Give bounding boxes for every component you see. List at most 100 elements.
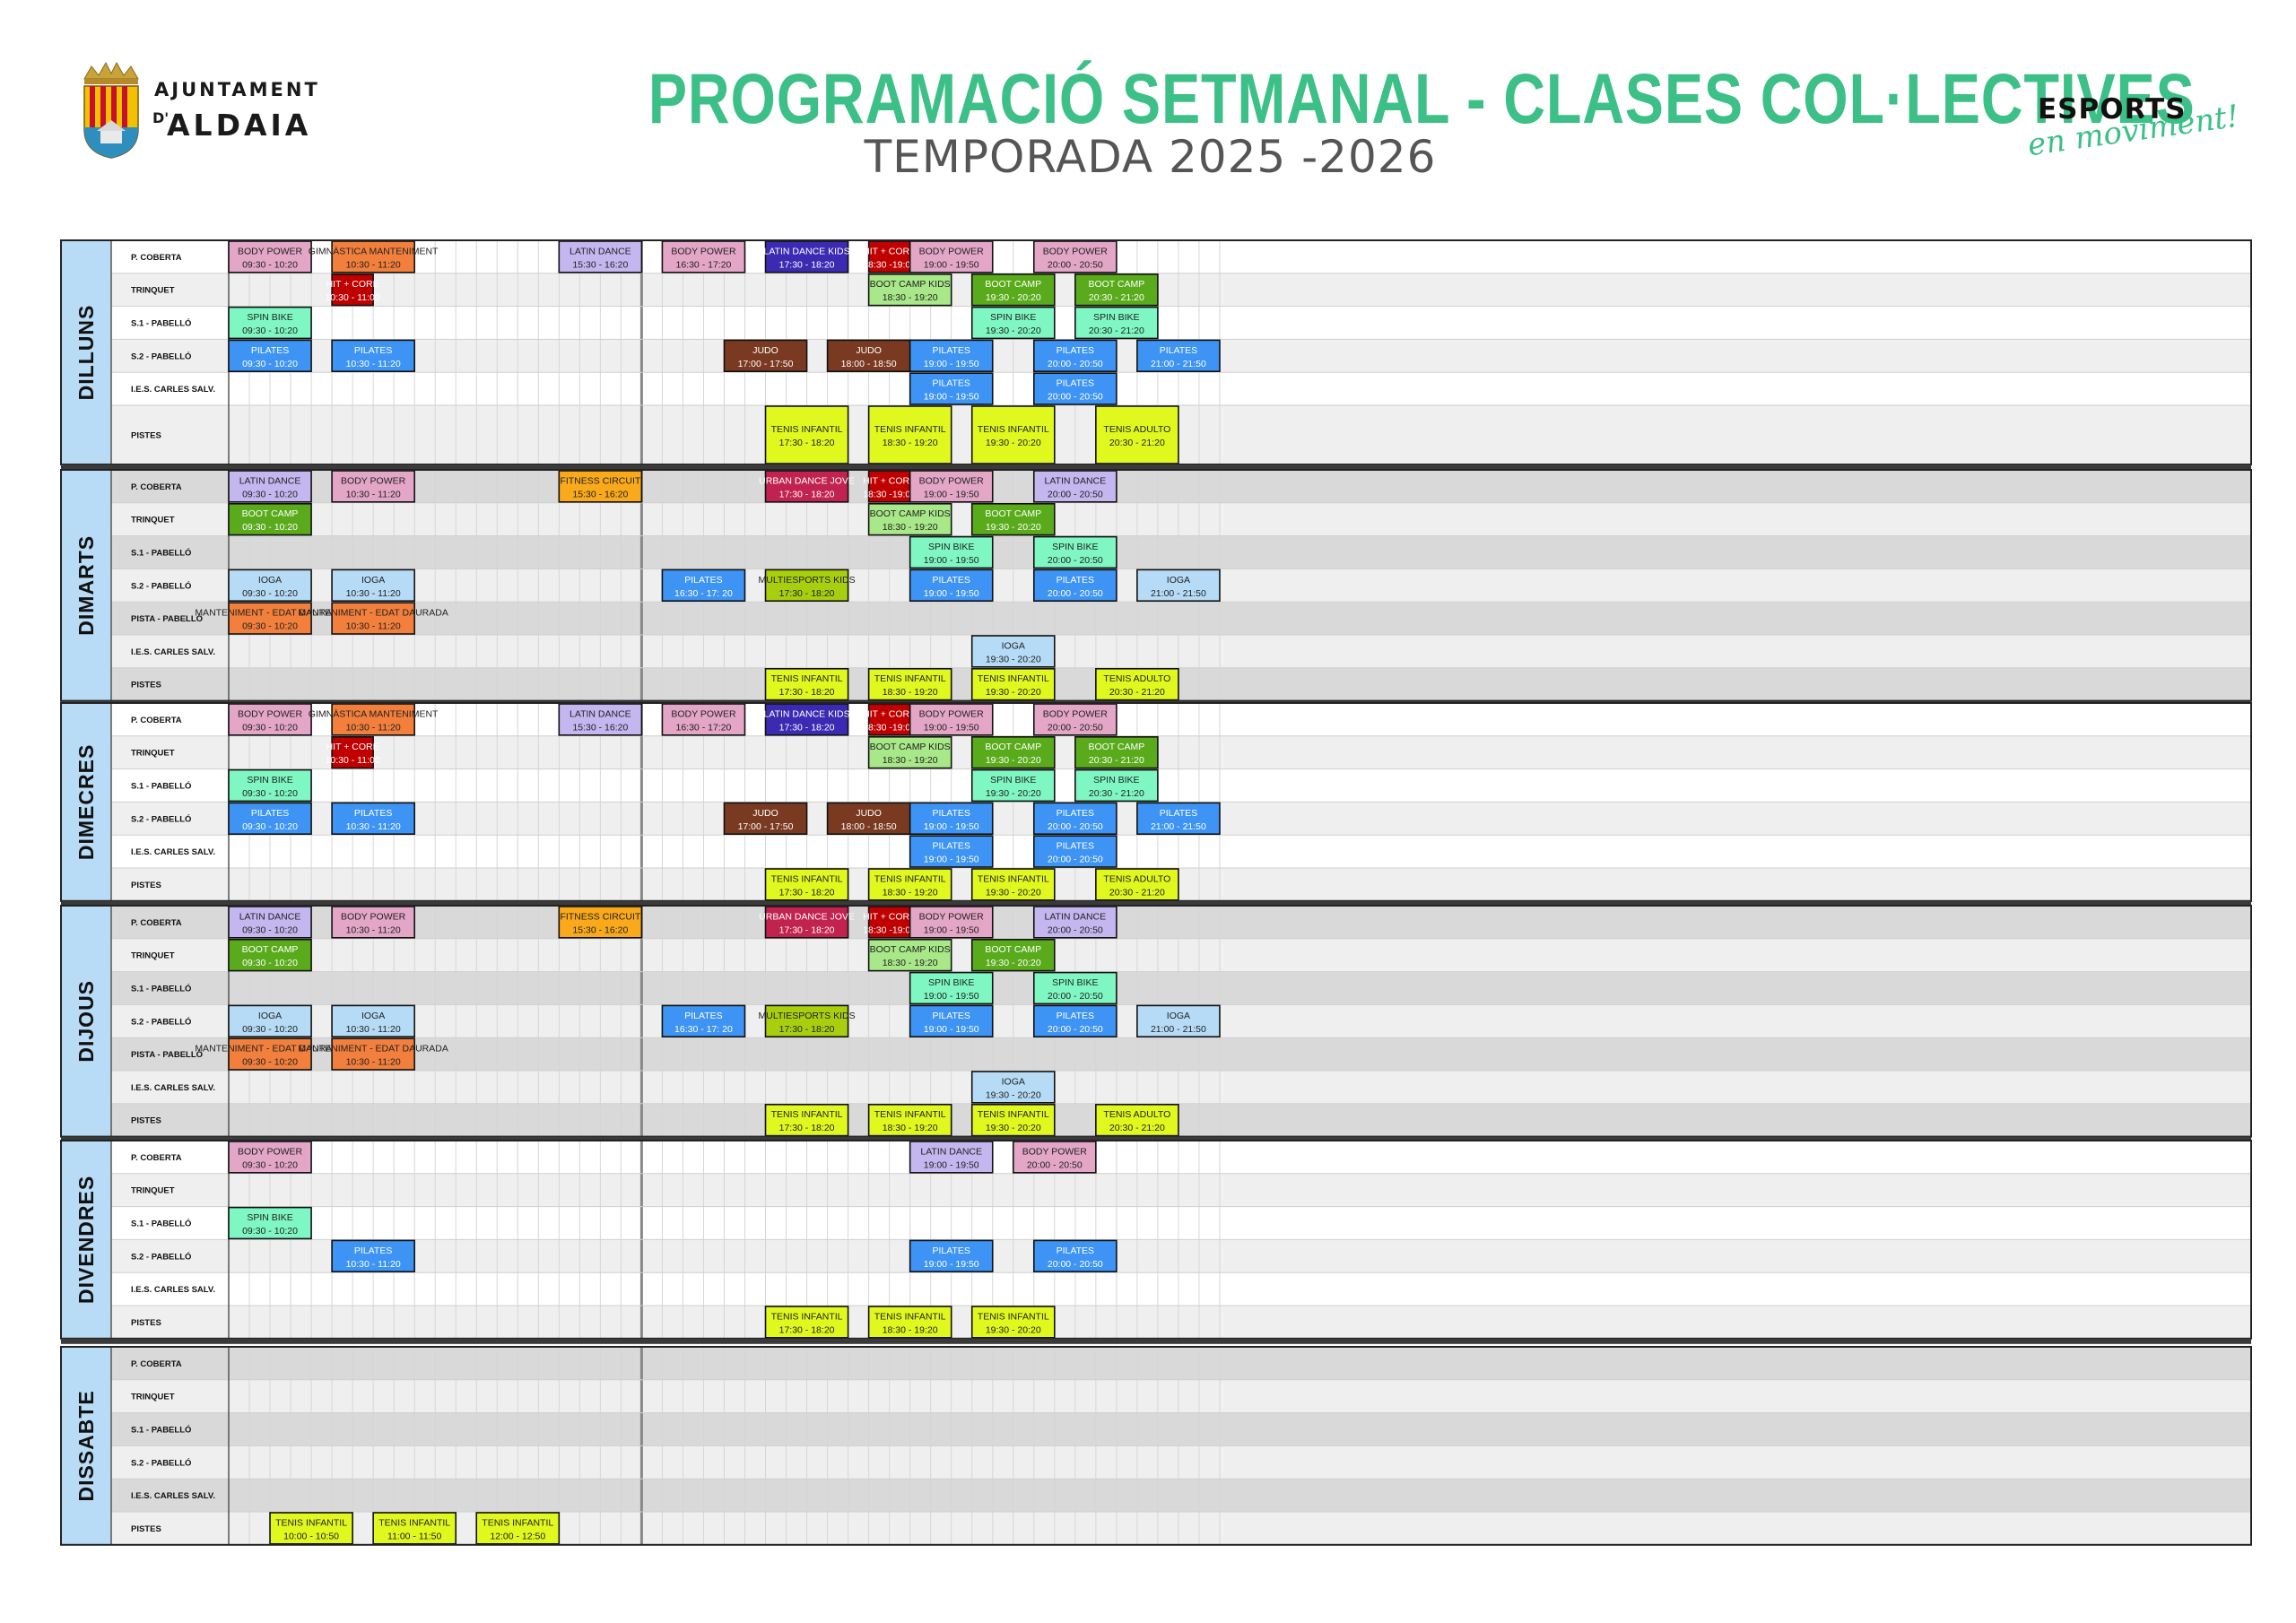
class-event[interactable]: TENIS INFANTIL 18:30 - 19:20 [867, 405, 952, 464]
class-event[interactable]: BODY POWER 09:30 - 10:20 [228, 703, 312, 736]
class-event[interactable]: TENIS INFANTIL 11:00 - 11:50 [372, 1512, 457, 1545]
class-event[interactable]: PILATES 19:00 - 19:50 [909, 339, 994, 372]
class-event[interactable]: LATIN DANCE 09:30 - 10:20 [228, 906, 312, 939]
class-event[interactable]: BODY POWER 19:00 - 19:50 [909, 470, 994, 503]
class-event[interactable]: IOGA 10:30 - 11:20 [331, 568, 415, 603]
class-event[interactable]: BOOT CAMP 19:30 - 20:20 [970, 273, 1056, 307]
class-event[interactable]: BODY POWER 16:30 - 17:20 [661, 240, 746, 273]
class-event[interactable]: PILATES 20:00 - 20:50 [1032, 802, 1118, 836]
class-event[interactable]: PILATES 20:00 - 20:50 [1032, 1004, 1118, 1038]
class-event[interactable]: SPIN BIKE 20:00 - 20:50 [1032, 535, 1118, 569]
class-event[interactable]: MANTENIMENT - EDAT DAURADA 10:30 - 11:20 [298, 1037, 448, 1071]
class-event[interactable]: BODY POWER 20:00 - 20:50 [1032, 703, 1118, 736]
class-event[interactable]: BODY POWER 10:30 - 11:20 [331, 906, 415, 939]
class-event[interactable]: BOOT CAMP KIDS 18:30 - 19:20 [867, 502, 952, 536]
class-event[interactable]: TENIS INFANTIL 17:30 - 18:20 [764, 405, 849, 464]
class-event[interactable]: TENIS INFANTIL 19:30 - 20:20 [970, 1306, 1056, 1339]
class-event[interactable]: IOGA 09:30 - 10:20 [228, 1004, 312, 1038]
class-event[interactable]: HIT + CORE 18:30 -19:00 [863, 703, 916, 736]
class-event[interactable]: TENIS INFANTIL 19:30 - 20:20 [970, 667, 1056, 701]
class-event[interactable]: LATIN DANCE 15:30 - 16:20 [558, 240, 643, 273]
class-event[interactable]: SPIN BIKE 09:30 - 10:20 [228, 1206, 312, 1240]
class-event[interactable]: TENIS INFANTIL 17:30 - 18:20 [764, 667, 849, 701]
class-event[interactable]: TENIS INFANTIL 19:30 - 20:20 [970, 405, 1056, 464]
class-event[interactable]: IOGA 19:30 - 20:20 [970, 1071, 1056, 1104]
class-event[interactable]: PILATES 20:00 - 20:50 [1032, 339, 1118, 372]
class-event[interactable]: HIT + CORE 10:30 - 11:00 [326, 735, 380, 769]
class-event[interactable]: PILATES 09:30 - 10:20 [228, 339, 312, 372]
class-event[interactable]: PILATES 09:30 - 10:20 [228, 802, 312, 836]
class-event[interactable]: PILATES 16:30 - 17: 20 [661, 1004, 746, 1038]
class-event[interactable]: JUDO 18:00 - 18:50 [826, 802, 911, 836]
class-event[interactable]: MULTIESPORTS KIDS 17:30 - 18:20 [758, 568, 856, 603]
class-event[interactable]: BODY POWER 20:00 - 20:50 [1032, 240, 1118, 273]
class-event[interactable]: LATIN DANCE KIDS 17:30 - 18:20 [764, 703, 850, 736]
class-event[interactable]: BODY POWER 09:30 - 10:20 [228, 1141, 312, 1174]
class-event[interactable]: IOGA 09:30 - 10:20 [228, 568, 312, 603]
class-event[interactable]: PILATES 10:30 - 11:20 [331, 339, 415, 372]
class-event[interactable]: TENIS INFANTIL 18:30 - 19:20 [867, 1104, 952, 1137]
class-event[interactable]: BODY POWER 19:00 - 19:50 [909, 906, 994, 939]
class-event[interactable]: SPIN BIKE 19:30 - 20:20 [970, 768, 1056, 803]
class-event[interactable]: BOOT CAMP KIDS 18:30 - 19:20 [867, 939, 952, 972]
class-event[interactable]: PILATES 21:00 - 21:50 [1136, 339, 1221, 372]
class-event[interactable]: GIMNÀSTICA MANTENIMENT 10:30 - 11:20 [309, 240, 439, 273]
class-event[interactable]: PILATES 19:00 - 19:50 [909, 1239, 994, 1273]
class-event[interactable]: LATIN DANCE 19:00 - 19:50 [909, 1141, 994, 1174]
class-event[interactable]: TENIS INFANTIL 18:30 - 19:20 [867, 868, 952, 901]
class-event[interactable]: BOOT CAMP 20:30 - 21:20 [1074, 735, 1159, 769]
class-event[interactable]: BODY POWER 09:30 - 10:20 [228, 240, 312, 273]
class-event[interactable]: PILATES 10:30 - 11:20 [331, 802, 415, 836]
class-event[interactable]: SPIN BIKE 09:30 - 10:20 [228, 768, 312, 803]
class-event[interactable]: PILATES 19:00 - 19:50 [909, 372, 994, 405]
class-event[interactable]: SPIN BIKE 20:30 - 21:20 [1074, 306, 1159, 340]
class-event[interactable]: SPIN BIKE 20:30 - 21:20 [1074, 768, 1159, 803]
class-event[interactable]: LATIN DANCE 09:30 - 10:20 [228, 470, 312, 503]
class-event[interactable]: HIT + CORE 18:30 -19:00 [863, 470, 916, 503]
class-event[interactable]: MANTENIMENT - EDAT DAURADA 09:30 - 10:20 [195, 602, 345, 635]
class-event[interactable]: BODY POWER 10:30 - 11:20 [331, 470, 415, 503]
class-event[interactable]: TENIS INFANTIL 18:30 - 19:20 [867, 667, 952, 701]
class-event[interactable]: MANTENIMENT - EDAT DAURADA 09:30 - 10:20 [195, 1037, 345, 1071]
class-event[interactable]: BOOT CAMP 09:30 - 10:20 [228, 939, 312, 972]
class-event[interactable]: PILATES 21:00 - 21:50 [1136, 802, 1221, 836]
class-event[interactable]: BODY POWER 20:00 - 20:50 [1012, 1141, 1097, 1174]
class-event[interactable]: SPIN BIKE 19:30 - 20:20 [970, 306, 1056, 340]
class-event[interactable]: TENIS ADULTO 20:30 - 21:20 [1095, 868, 1179, 901]
class-event[interactable]: TENIS INFANTIL 17:30 - 18:20 [764, 1104, 849, 1137]
class-event[interactable]: GIMNÀSTICA MANTENIMENT 10:30 - 11:20 [309, 703, 439, 736]
class-event[interactable]: IOGA 19:30 - 20:20 [970, 635, 1056, 668]
class-event[interactable]: TENIS INFANTIL 10:00 - 10:50 [269, 1512, 353, 1545]
class-event[interactable]: HIT + CORE 10:30 - 11:00 [326, 273, 380, 307]
class-event[interactable]: BODY POWER 16:30 - 17:20 [661, 703, 746, 736]
class-event[interactable]: JUDO 17:00 - 17:50 [723, 339, 808, 372]
class-event[interactable]: PILATES 20:00 - 20:50 [1032, 835, 1118, 868]
class-event[interactable]: BOOT CAMP 19:30 - 20:20 [970, 735, 1056, 769]
class-event[interactable]: SPIN BIKE 19:00 - 19:50 [909, 535, 994, 569]
class-event[interactable]: IOGA 10:30 - 11:20 [331, 1004, 415, 1038]
class-event[interactable]: TENIS ADULTO 20:30 - 21:20 [1095, 667, 1179, 701]
class-event[interactable]: BOOT CAMP KIDS 18:30 - 19:20 [867, 735, 952, 769]
class-event[interactable]: LATIN DANCE 20:00 - 20:50 [1032, 470, 1118, 503]
class-event[interactable]: PILATES 20:00 - 20:50 [1032, 568, 1118, 603]
class-event[interactable]: SPIN BIKE 19:00 - 19:50 [909, 971, 994, 1005]
class-event[interactable]: PILATES 19:00 - 19:50 [909, 1004, 994, 1038]
class-event[interactable]: MANTENIMENT - EDAT DAURADA 10:30 - 11:20 [298, 602, 448, 635]
class-event[interactable]: TENIS ADULTO 20:30 - 21:20 [1095, 1104, 1179, 1137]
class-event[interactable]: TENIS INFANTIL 12:00 - 12:50 [475, 1512, 561, 1545]
class-event[interactable]: JUDO 17:00 - 17:50 [723, 802, 808, 836]
class-event[interactable]: TENIS INFANTIL 17:30 - 18:20 [764, 1306, 849, 1339]
class-event[interactable]: TENIS INFANTIL 17:30 - 18:20 [764, 868, 849, 901]
class-event[interactable]: JUDO 18:00 - 18:50 [826, 339, 911, 372]
class-event[interactable]: SPIN BIKE 20:00 - 20:50 [1032, 971, 1118, 1005]
class-event[interactable]: TENIS INFANTIL 19:30 - 20:20 [970, 868, 1056, 901]
class-event[interactable]: PILATES 20:00 - 20:50 [1032, 1239, 1118, 1273]
class-event[interactable]: BOOT CAMP 19:30 - 20:20 [970, 939, 1056, 972]
class-event[interactable]: BOOT CAMP 09:30 - 10:20 [228, 502, 312, 536]
class-event[interactable]: PILATES 10:30 - 11:20 [331, 1239, 415, 1273]
class-event[interactable]: PILATES 19:00 - 19:50 [909, 568, 994, 603]
class-event[interactable]: BODY POWER 19:00 - 19:50 [909, 703, 994, 736]
class-event[interactable]: PILATES 20:00 - 20:50 [1032, 372, 1118, 405]
class-event[interactable]: TENIS INFANTIL 19:30 - 20:20 [970, 1104, 1056, 1137]
class-event[interactable]: BOOT CAMP 20:30 - 21:20 [1074, 273, 1159, 307]
